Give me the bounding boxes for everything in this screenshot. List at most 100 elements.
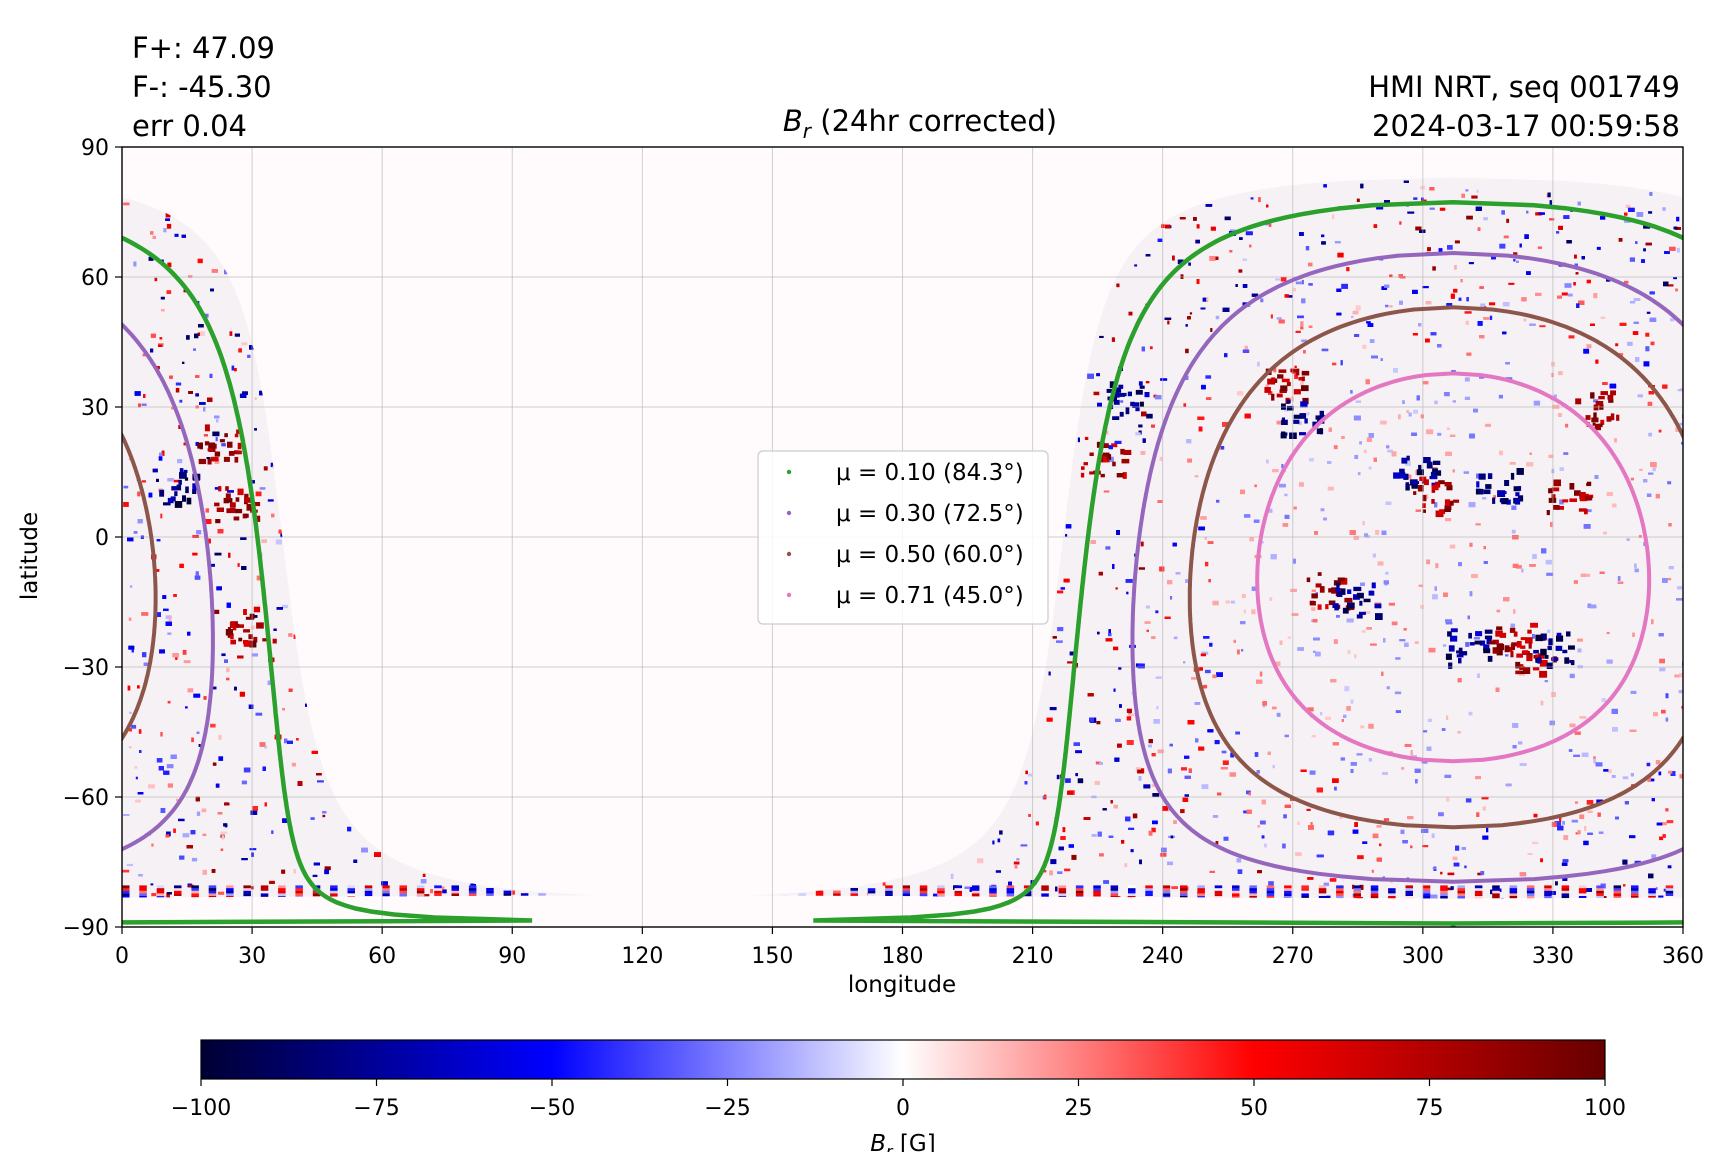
map-pixel (165, 218, 170, 221)
map-pixel (1398, 274, 1403, 278)
map-pixel (1075, 773, 1078, 777)
map-pixel (1270, 314, 1273, 319)
map-pixel (1353, 415, 1361, 421)
map-pixel (1308, 325, 1313, 328)
map-pixel (1056, 774, 1060, 780)
map-pixel (1444, 774, 1452, 778)
active-region-pixel (253, 502, 261, 507)
active-region-pixel (1513, 631, 1518, 637)
map-pixel (1198, 746, 1205, 751)
map-pixel (159, 337, 163, 340)
map-pixel (1083, 817, 1091, 820)
map-pixel (1649, 291, 1655, 295)
active-region-pixel (1106, 388, 1114, 393)
map-pixel (1526, 462, 1534, 467)
active-region-pixel (1298, 377, 1304, 381)
map-pixel (1160, 378, 1168, 381)
map-pixel (282, 708, 285, 711)
map-pixel (1250, 197, 1254, 200)
map-pixel (198, 324, 204, 328)
map-pixel (1290, 588, 1297, 592)
active-region-pixel (1339, 577, 1348, 585)
map-pixel (1196, 224, 1200, 229)
map-pixel (1443, 592, 1448, 597)
map-pixel (1159, 456, 1163, 461)
map-pixel (1457, 731, 1461, 734)
map-pixel (156, 758, 163, 763)
active-region-pixel (1118, 393, 1125, 397)
active-region-pixel (1535, 654, 1539, 660)
map-pixel (1346, 618, 1354, 623)
active-region-pixel (1553, 479, 1561, 487)
map-pixel (1316, 787, 1323, 793)
map-pixel (1429, 187, 1435, 191)
map-pixel (1445, 451, 1452, 456)
map-pixel (1595, 762, 1603, 767)
map-pixel (247, 354, 251, 358)
map-pixel (129, 585, 133, 588)
active-region-pixel (1295, 368, 1300, 376)
map-pixel (1025, 770, 1028, 775)
map-pixel (1279, 640, 1283, 645)
title-subscript: r (803, 119, 813, 143)
active-region-pixel (1347, 602, 1355, 609)
map-pixel (1286, 295, 1293, 298)
map-pixel (353, 859, 358, 863)
map-pixel (138, 403, 141, 408)
map-pixel (1060, 836, 1066, 840)
map-pixel (1422, 845, 1429, 848)
active-region-pixel (1515, 661, 1521, 669)
active-region-pixel (1551, 494, 1556, 501)
map-pixel (1109, 456, 1114, 462)
map-pixel (1430, 894, 1438, 900)
map-pixel (1673, 226, 1678, 230)
active-region-pixel (183, 469, 188, 473)
active-region-pixel (1535, 634, 1544, 642)
active-region-pixel (1106, 458, 1110, 463)
map-pixel (224, 269, 228, 275)
map-pixel (1124, 863, 1128, 868)
map-pixel (1538, 212, 1545, 215)
map-pixel (288, 633, 293, 637)
map-pixel (1160, 853, 1167, 857)
map-pixel (254, 428, 257, 431)
map-pixel (1641, 259, 1645, 263)
map-pixel (1309, 770, 1316, 775)
map-pixel (1563, 835, 1569, 840)
active-region-pixel (1422, 457, 1431, 464)
map-pixel (262, 766, 266, 771)
map-pixel (1596, 246, 1601, 250)
map-pixel (1437, 432, 1442, 436)
map-pixel (1297, 647, 1304, 651)
map-pixel (1351, 315, 1354, 318)
active-region-pixel (1527, 629, 1532, 634)
map-pixel (1300, 321, 1304, 327)
map-pixel (160, 808, 166, 813)
active-region-pixel (1418, 464, 1422, 471)
map-pixel (1422, 381, 1429, 385)
map-pixel (1183, 661, 1186, 664)
active-region-pixel (1530, 622, 1538, 628)
map-pixel (1643, 248, 1646, 252)
map-pixel (1600, 216, 1606, 220)
map-pixel (1185, 348, 1189, 354)
active-region-pixel (1406, 455, 1410, 461)
map-pixel (1205, 375, 1212, 379)
map-pixel (1283, 814, 1287, 819)
active-region-pixel (1590, 392, 1595, 399)
active-region-pixel (243, 513, 249, 518)
map-pixel (1656, 822, 1663, 826)
map-pixel (214, 487, 220, 490)
map-pixel (1464, 396, 1470, 400)
active-region-pixel (229, 621, 235, 628)
map-pixel (179, 399, 183, 403)
active-region-pixel (1510, 651, 1514, 658)
map-pixel (1189, 312, 1193, 315)
active-region-pixel (1281, 419, 1288, 425)
map-pixel (1090, 540, 1096, 544)
map-pixel (1114, 757, 1120, 762)
map-pixel (1477, 227, 1481, 231)
map-pixel (128, 617, 132, 621)
active-region-pixel (1456, 654, 1464, 658)
map-pixel (1629, 257, 1635, 262)
